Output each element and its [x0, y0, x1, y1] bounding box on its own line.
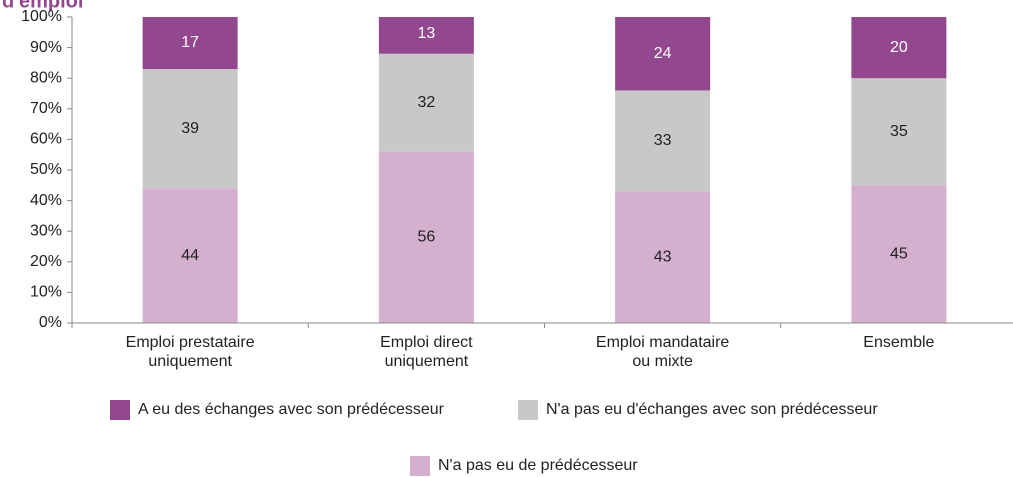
data-label: 17 — [181, 34, 199, 51]
data-label: 35 — [890, 123, 908, 140]
data-label: 39 — [181, 120, 199, 137]
bar-segment — [615, 90, 711, 192]
bar-segment — [142, 69, 238, 189]
bar-segment — [851, 17, 947, 79]
bar-segment — [851, 78, 947, 186]
y-tick-label: 40% — [30, 192, 62, 209]
y-tick-label: 100% — [21, 8, 62, 25]
y-tick-label: 20% — [30, 253, 62, 270]
data-label: 20 — [890, 39, 908, 56]
data-label: 13 — [417, 25, 435, 42]
y-tick-label: 80% — [30, 69, 62, 86]
bar-segment — [615, 17, 711, 91]
bar-segment — [378, 53, 474, 152]
y-tick-label: 10% — [30, 284, 62, 301]
y-tick-label: 0% — [39, 314, 62, 331]
x-tick-label: Emploi mandataire ou mixte — [595, 334, 730, 370]
bar-segment — [851, 185, 947, 323]
chart-title: d'emploi — [2, 0, 83, 12]
data-label: 44 — [181, 247, 199, 264]
legend-swatch — [410, 456, 430, 476]
y-tick-label: 90% — [30, 39, 62, 56]
data-label: 24 — [654, 45, 672, 62]
x-tick-label: Emploi prestataire uniquement — [125, 334, 255, 370]
data-label: 56 — [417, 229, 435, 246]
x-tick-label: Ensemble — [863, 334, 935, 351]
y-tick-label: 60% — [30, 131, 62, 148]
bar-segment — [378, 17, 474, 54]
legend-swatch — [518, 400, 538, 420]
y-tick-label: 70% — [30, 100, 62, 117]
y-tick-label: 50% — [30, 161, 62, 178]
bar-segment — [378, 151, 474, 323]
legend-swatch — [110, 400, 130, 420]
legend-label: A eu des échanges avec son prédécesseur — [138, 401, 445, 418]
bar-segment — [615, 191, 711, 323]
data-label: 45 — [890, 245, 908, 262]
x-tick-label: Emploi direct uniquement — [380, 334, 473, 370]
bar-segment — [142, 17, 238, 70]
data-label: 32 — [417, 94, 435, 111]
data-label: 43 — [654, 248, 672, 265]
bar-segment — [142, 188, 238, 323]
plot-area — [142, 17, 947, 323]
data-label: 33 — [654, 132, 672, 149]
legend-label: N'a pas eu de prédécesseur — [438, 457, 638, 474]
legend-label: N'a pas eu d'échanges avec son prédécess… — [546, 401, 878, 418]
y-tick-label: 30% — [30, 222, 62, 239]
